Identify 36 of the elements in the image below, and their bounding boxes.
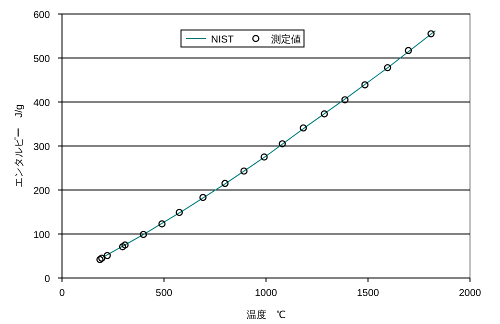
point (361, 81, 369, 88)
legend-label: 測定値 (270, 34, 301, 46)
x-tick-label: 1000 (254, 288, 278, 299)
point (121, 241, 129, 249)
y-tick-label: 400 (33, 98, 50, 109)
x-tick-label: 1500 (356, 288, 380, 299)
y-tick-label: 500 (33, 54, 50, 65)
point (199, 194, 207, 202)
point (176, 208, 183, 216)
y-tick-label: 200 (33, 186, 50, 197)
point (140, 230, 147, 238)
point (260, 153, 268, 161)
y-tick-label: 0 (44, 274, 50, 285)
y-axis-title: エンタルピー J/g (14, 104, 25, 188)
point (427, 30, 435, 38)
x-axis-title: 温度 ℃ (246, 309, 286, 321)
x-tick-label: 500 (156, 288, 173, 299)
point (404, 46, 412, 54)
legend-label: NIST (211, 34, 234, 46)
point (104, 252, 111, 260)
point (221, 180, 229, 187)
x-tick-label: 2000 (458, 288, 482, 299)
point (98, 254, 106, 262)
point (341, 96, 349, 104)
y-tick-label: 300 (33, 142, 50, 153)
point (384, 64, 392, 72)
point (158, 220, 166, 228)
x-tick-label: 0 (59, 288, 66, 299)
point (278, 140, 286, 148)
y-tick-label: 100 (33, 230, 50, 241)
point (320, 110, 328, 118)
point (118, 243, 126, 250)
y-tick-label: 600 (33, 10, 50, 21)
point (96, 256, 104, 264)
point (300, 124, 307, 132)
point (240, 167, 248, 175)
